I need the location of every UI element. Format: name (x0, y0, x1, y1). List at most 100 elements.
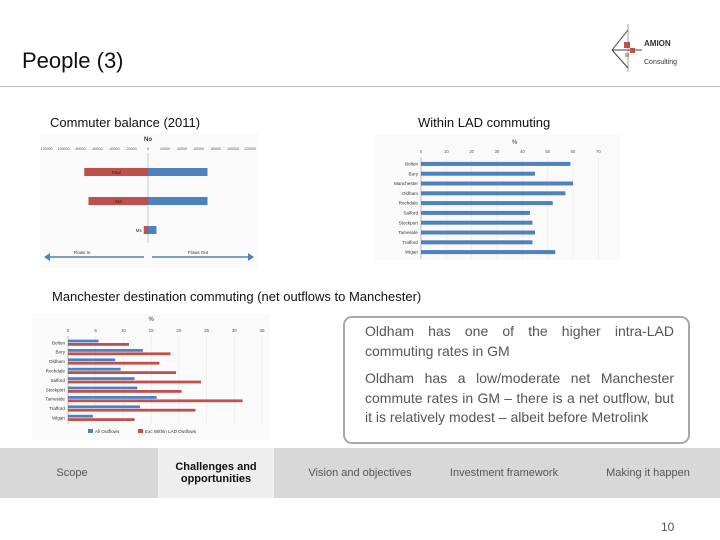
category-label-tameside: Tameside (398, 230, 418, 235)
category-label-bolton: Bolton (52, 340, 65, 345)
nav-item-making-it-happen[interactable]: Making it happen (606, 467, 690, 479)
bar-all-outflows-stockport (68, 386, 138, 390)
category-label-bury: Bury (56, 350, 66, 355)
category-label: Total (111, 170, 121, 175)
bar-all-outflows-salford (68, 377, 135, 380)
bar-stockport (421, 220, 533, 225)
section-nav-bar: Scope Challenges and opportunities Visio… (0, 448, 720, 498)
page-number: 10 (661, 520, 675, 534)
bar-inflow-total (148, 168, 208, 176)
title-divider (0, 86, 720, 87)
x-tick-label: 60 (571, 149, 576, 154)
bar-outflow-ms (143, 226, 148, 234)
x-tick-label: 0 (420, 149, 423, 154)
logo-text-amion: AMION (644, 39, 671, 48)
x-tick-label: -20000 (125, 147, 136, 151)
category-label-stockport: Stockport (46, 387, 66, 392)
legend-swatch-exc-within-lad-outflows (138, 429, 143, 433)
bar-outflow-sm (88, 197, 148, 205)
x-tick-label: -60000 (91, 147, 102, 151)
x-tick-label: 100000 (227, 147, 239, 151)
logo-text-consulting: Consulting (644, 59, 677, 66)
category-label-bury: Bury (409, 171, 419, 176)
bar-all-outflows-trafford (68, 405, 141, 409)
flows-out-label: Flows Out (188, 250, 209, 255)
nav-item-vision[interactable]: Vision and objectives (308, 467, 412, 479)
x-axis-title: % (512, 140, 518, 146)
bar-exc-within-lad-outflows-stockport (68, 390, 182, 393)
bar-exc-within-lad-outflows-rochdale (68, 371, 177, 374)
x-tick-label: 35 (259, 328, 265, 333)
bar-outflow-total (84, 168, 148, 176)
x-tick-label: 0 (67, 328, 70, 333)
bar-bury (421, 171, 535, 176)
bar-inflow-ms (148, 226, 157, 234)
x-tick-label: 40 (520, 149, 525, 154)
bar-wigan (421, 250, 556, 255)
x-tick-label: 30 (232, 328, 238, 333)
x-tick-label: -40000 (108, 147, 119, 151)
category-label-wigan: Wigan (405, 250, 418, 255)
bar-exc-within-lad-outflows-bolton (68, 343, 129, 346)
x-tick-label: 60000 (194, 147, 204, 151)
bar-all-outflows-wigan (68, 414, 93, 418)
bar-exc-within-lad-outflows-salford (68, 380, 202, 384)
nav-item-scope[interactable]: Scope (56, 467, 88, 479)
bar-trafford (421, 240, 533, 245)
x-tick-label: 10 (121, 328, 127, 333)
x-tick-label: 50 (545, 149, 550, 154)
category-label-tameside: Tameside (45, 397, 65, 402)
flows-in-label: Flows In (74, 250, 91, 255)
insight-callout: Oldham has one of the higher intra-LAD c… (343, 316, 690, 444)
bar-rochdale (421, 201, 553, 206)
x-tick-label: 0 (147, 147, 149, 151)
bar-all-outflows-rochdale (68, 367, 121, 371)
category-label-bolton: Bolton (405, 162, 418, 167)
bar-oldham (421, 191, 566, 196)
logo-mark-icon: AMION Consulting (611, 24, 677, 72)
x-tick-label: 70 (596, 149, 601, 154)
category-label-trafford: Trafford (402, 240, 418, 245)
x-axis-title: % (148, 317, 154, 323)
commuter-balance-label: Commuter balance (2011) (50, 115, 201, 130)
commuter-balance-chart: No -120000 -100000 -80000 -60000 -40000 -20000… (40, 133, 258, 268)
category-label-salford: Salford (403, 211, 418, 216)
category-label-oldham: Oldham (49, 359, 65, 364)
x-tick-label: 15 (149, 328, 155, 333)
bar-exc-within-lad-outflows-tameside (68, 399, 243, 403)
within-lad-label: Within LAD commuting (418, 115, 551, 130)
bar-exc-within-lad-outflows-wigan (68, 418, 135, 421)
category-label-stockport: Stockport (399, 220, 419, 225)
bar-exc-within-lad-outflows-oldham (68, 361, 160, 365)
bar-all-outflows-bolton (68, 339, 99, 343)
category-label-rochdale: Rochdale (399, 201, 419, 206)
x-tick-label: 25 (204, 328, 210, 333)
category-label-wigan: Wigan (52, 416, 65, 421)
nav-item-investment[interactable]: Investment framework (449, 467, 559, 479)
bar-exc-within-lad-outflows-trafford (68, 408, 196, 412)
x-axis-title: No (144, 137, 152, 143)
manchester-destination-label: Manchester destination commuting (net ou… (52, 289, 422, 304)
bar-all-outflows-tameside (68, 396, 157, 399)
x-tick-label: 40000 (177, 147, 187, 151)
slide-title: People (3) (22, 48, 124, 73)
category-label: Ms (136, 228, 143, 233)
bar-manchester (421, 181, 573, 186)
x-tick-label: -120000 (40, 147, 53, 151)
bar-bolton (421, 161, 571, 166)
category-label-trafford: Trafford (49, 406, 65, 411)
category-label-rochdale: Rochdale (46, 369, 66, 374)
x-tick-label: -100000 (56, 147, 69, 151)
callout-paragraph-1: Oldham has one of the higher intra-LAD c… (365, 323, 674, 359)
chart-background (375, 135, 620, 260)
x-tick-label: 20 (469, 149, 474, 154)
legend-label-all-outflows: All Outflows (95, 429, 120, 434)
bar-exc-within-lad-outflows-bury (68, 352, 171, 356)
x-tick-label: 20000 (160, 147, 170, 151)
category-label-oldham: Oldham (402, 191, 418, 196)
x-tick-label: 5 (94, 328, 97, 333)
flows-out-arrowhead (248, 253, 254, 261)
x-tick-label: 20 (176, 328, 182, 333)
nav-item-challenges[interactable]: Challenges and opportunities (158, 448, 274, 498)
callout-paragraph-2: Oldham has a low/moderate net Manchester… (365, 370, 674, 425)
